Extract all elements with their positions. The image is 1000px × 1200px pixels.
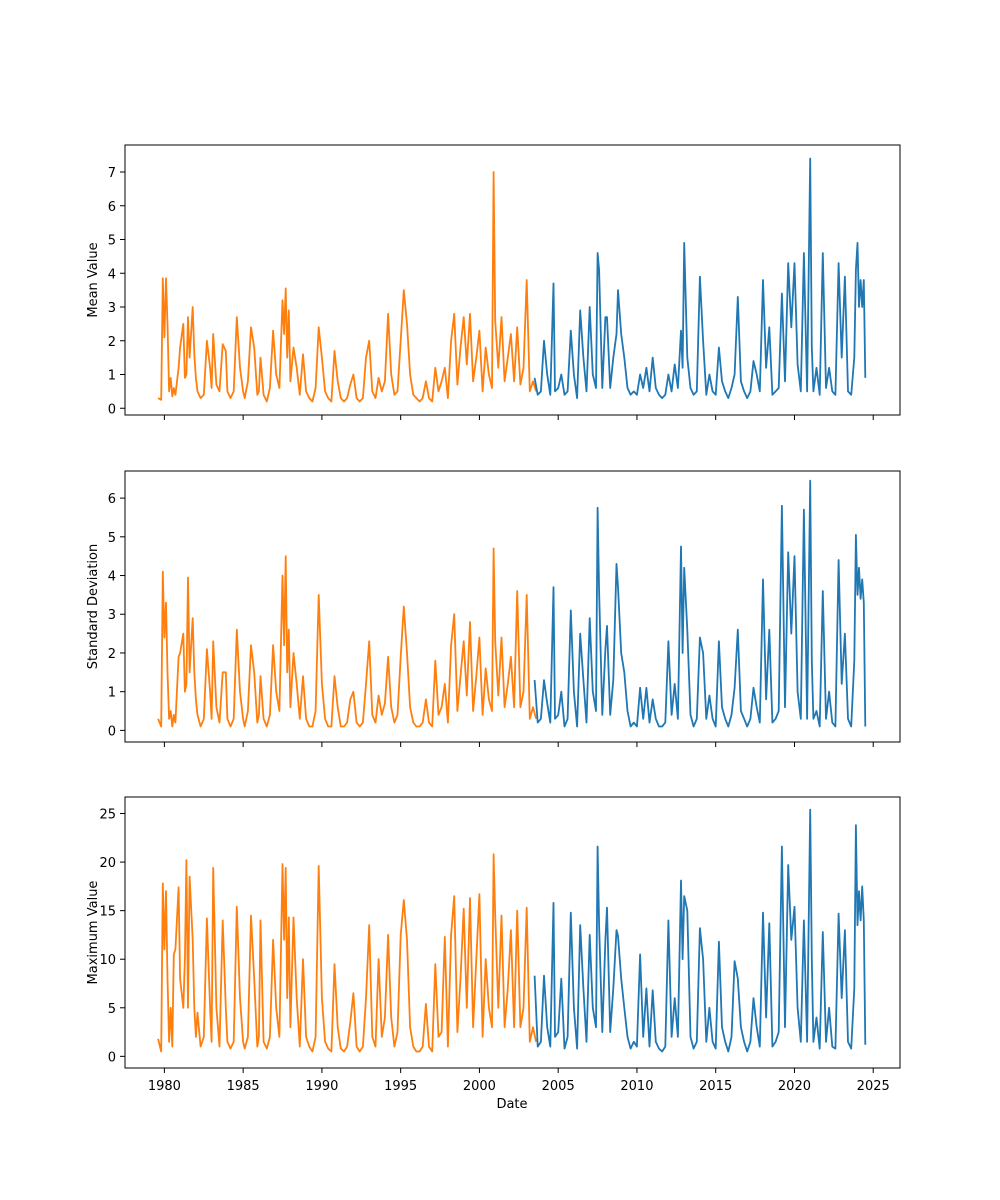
standard-deviation-y-tick-label: 1: [108, 686, 116, 701]
maximum-value-y-tick-label: 0: [108, 1050, 116, 1065]
standard-deviation-y-tick-label: 0: [108, 724, 116, 739]
maximum-value-y-tick-label: 10: [99, 953, 116, 968]
x-tick-label: 2005: [542, 1079, 575, 1094]
x-tick-label: 2010: [620, 1079, 653, 1094]
maximum-value-y-tick-label: 20: [99, 856, 116, 871]
mean-value-plot-frame: [124, 144, 901, 416]
maximum-value-y-tick-label: 5: [108, 1002, 116, 1017]
maximum-value-series-line-orange: [157, 853, 537, 1053]
mean-value-y-tick-label: 1: [108, 369, 116, 384]
mean-value-series-line-blue: [533, 157, 867, 400]
x-tick-label: 2015: [699, 1079, 732, 1094]
mean-value-y-tick-label: 5: [108, 234, 116, 249]
standard-deviation-series-line-orange: [157, 547, 537, 728]
mean-value-y-axis-label: Mean Value: [86, 242, 101, 317]
mean-value-y-tick-label: 4: [108, 267, 116, 282]
mean-value-y-tick-label: 3: [108, 301, 116, 316]
mean-value-panel: 0 1 2 3 4 5 6 7 Mean Value: [86, 144, 901, 420]
mean-value-y-tick-label: 6: [108, 200, 116, 215]
standard-deviation-y-tick-label: 3: [108, 608, 116, 623]
x-axis-label: Date: [496, 1097, 527, 1112]
standard-deviation-plot-frame: [124, 470, 901, 743]
x-tick-label: 2000: [463, 1079, 496, 1094]
maximum-value-plot-frame: [124, 796, 901, 1069]
x-tick-label: 2020: [778, 1079, 811, 1094]
x-tick-label: 1995: [384, 1079, 417, 1094]
standard-deviation-panel: 0 1 2 3 4 5 6 Standard Deviation: [86, 470, 901, 747]
standard-deviation-y-tick-label: 5: [108, 531, 116, 546]
mean-value-series-line-orange: [157, 171, 537, 403]
standard-deviation-y-axis-label: Standard Deviation: [86, 544, 101, 669]
standard-deviation-y-tick-label: 2: [108, 647, 116, 662]
mean-value-y-tick-label: 0: [108, 402, 116, 417]
mean-value-y-tick-label: 7: [108, 166, 116, 181]
standard-deviation-y-tick-label: 4: [108, 570, 116, 585]
maximum-value-series-line-blue: [533, 808, 867, 1053]
standard-deviation-y-tick-label: 6: [108, 492, 116, 507]
standard-deviation-series-line-blue: [533, 479, 867, 728]
maximum-value-y-tick-label: 25: [99, 808, 116, 823]
maximum-value-y-tick-label: 15: [99, 905, 116, 920]
mean-value-y-tick-label: 2: [108, 335, 116, 350]
x-tick-label: 1980: [148, 1079, 181, 1094]
x-tick-label: 1985: [227, 1079, 260, 1094]
x-tick-label: 1990: [305, 1079, 338, 1094]
maximum-value-y-axis-label: Maximum Value: [86, 881, 101, 985]
x-tick-label: 2025: [857, 1079, 890, 1094]
